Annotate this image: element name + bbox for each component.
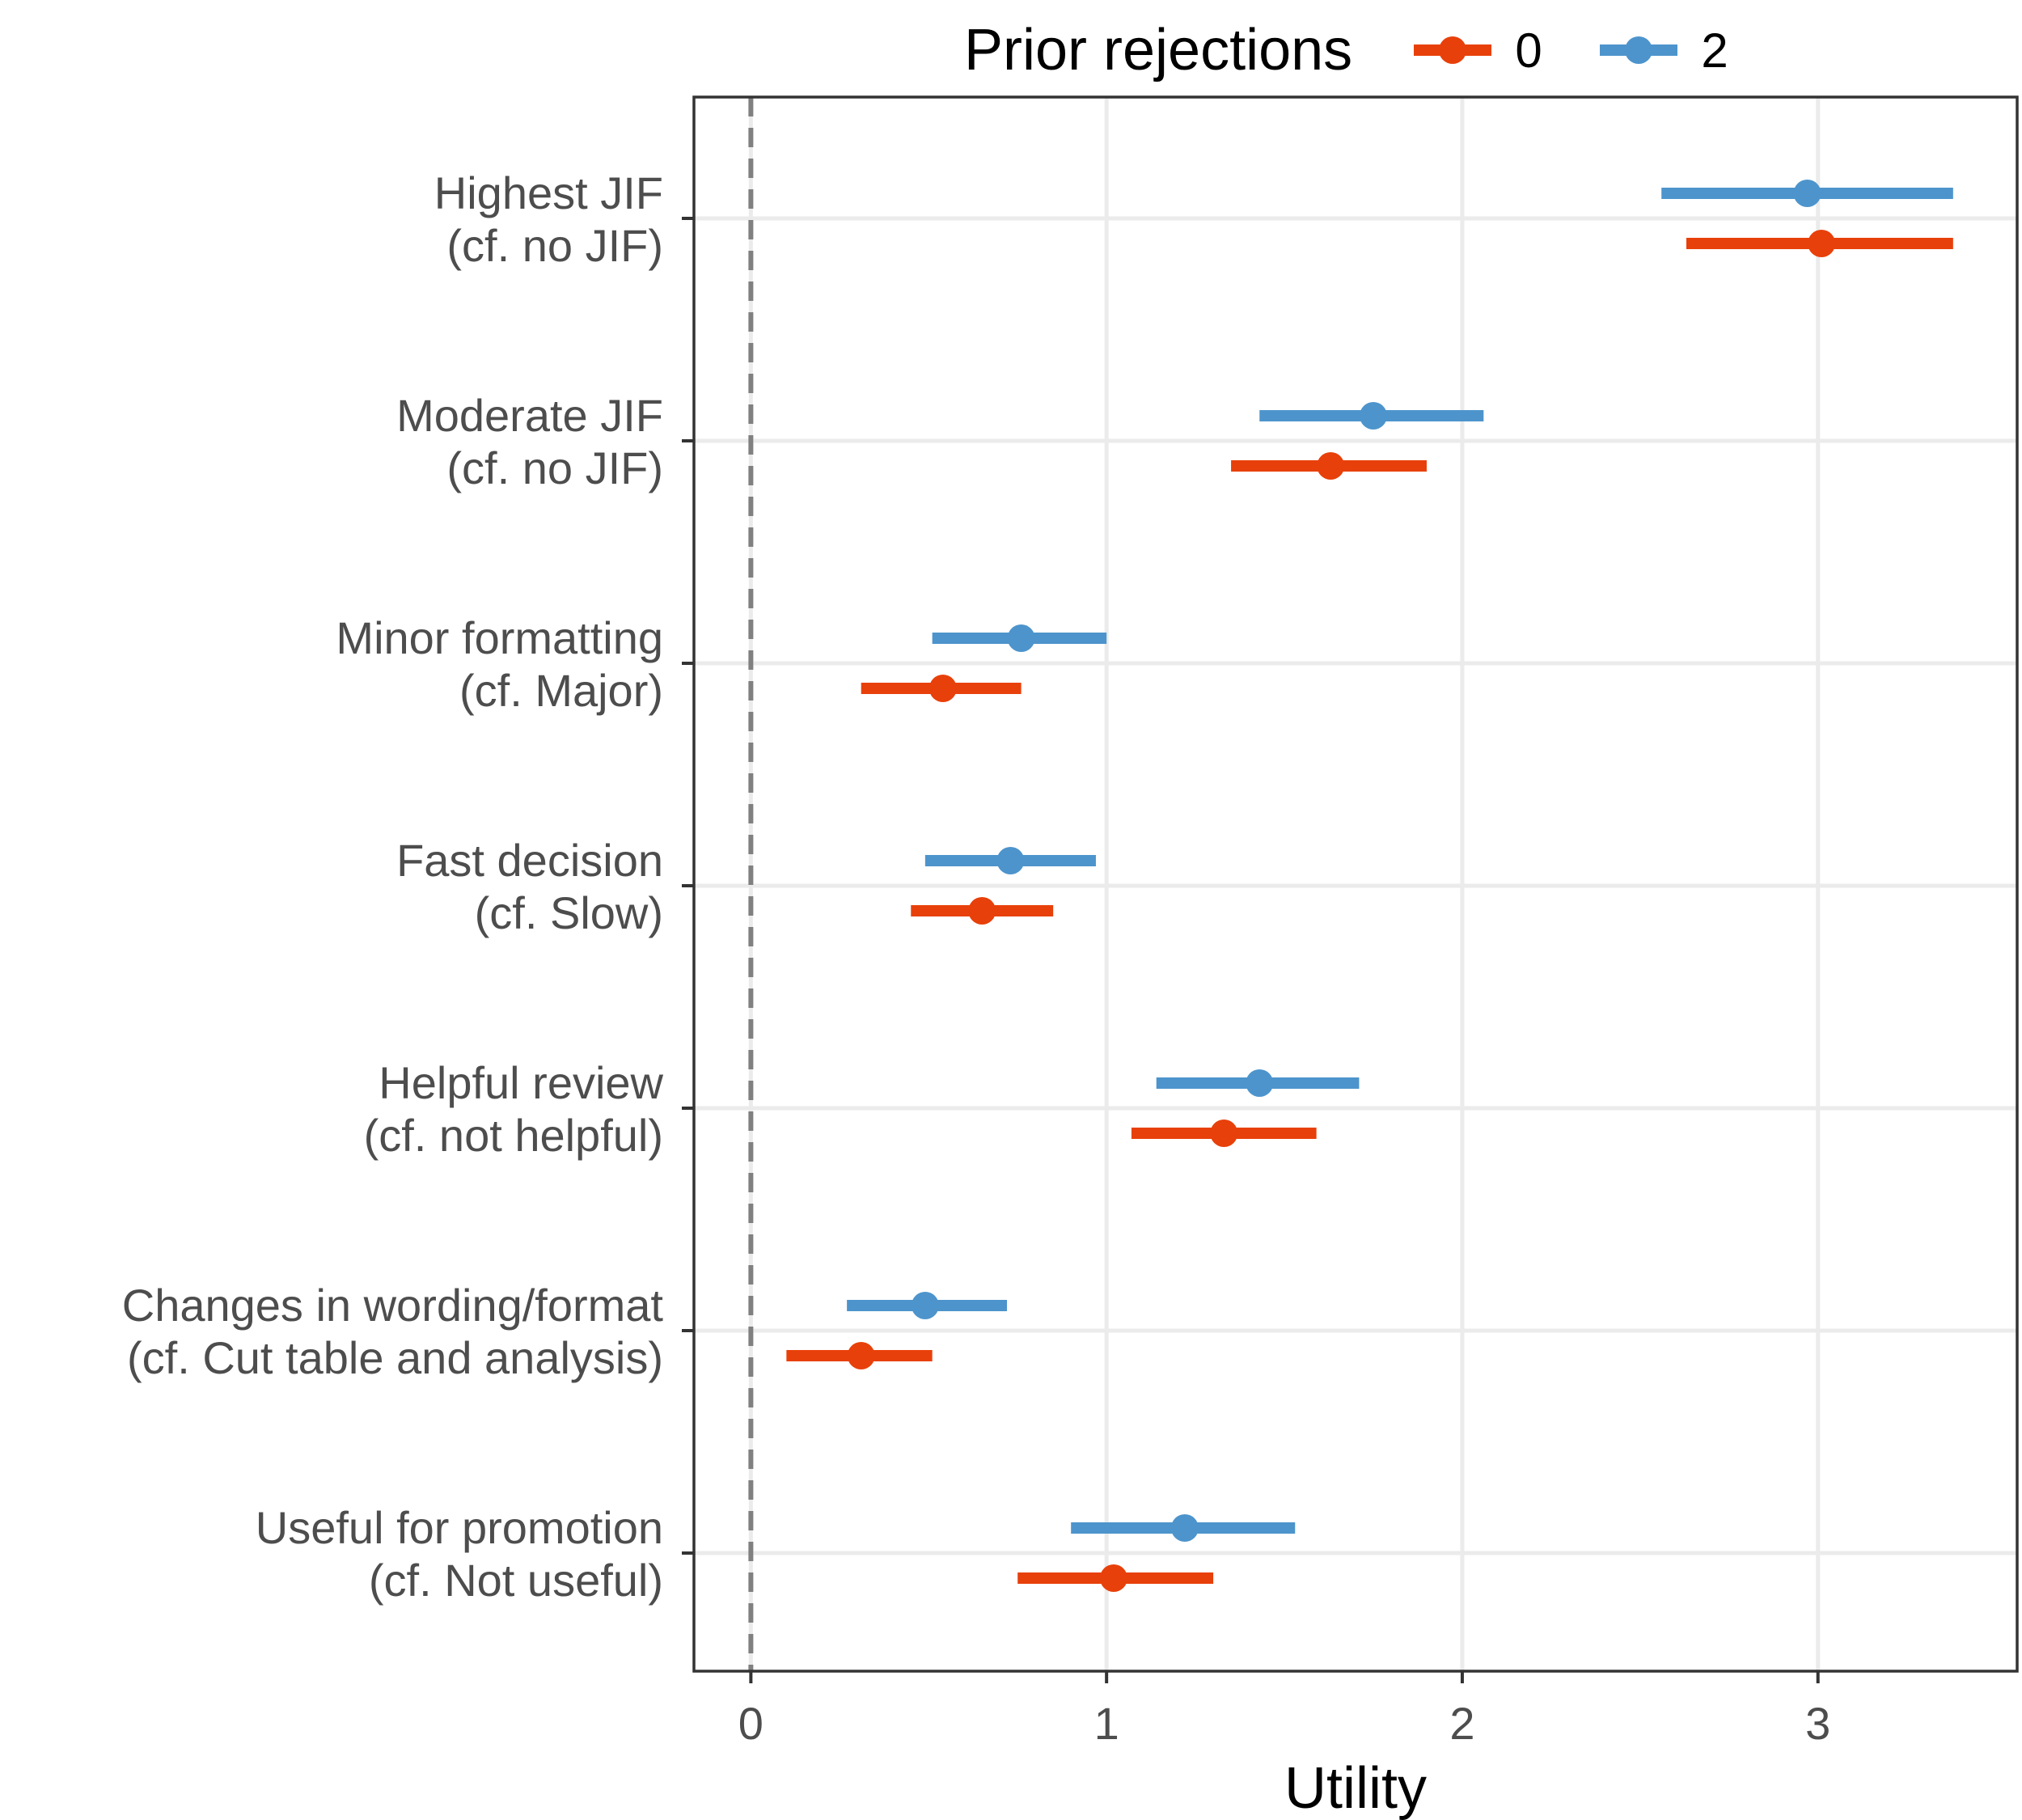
y-tick-label-line1: Minor formatting bbox=[336, 612, 663, 663]
estimate-point bbox=[1246, 1069, 1274, 1097]
y-tick-label-line2: (cf. no JIF) bbox=[446, 220, 663, 271]
y-axis-ticks: Highest JIF(cf. no JIF)Moderate JIF(cf. … bbox=[122, 167, 694, 1606]
x-axis-ticks: 0 1 2 3 bbox=[738, 1671, 1830, 1749]
x-axis-label: Utility bbox=[1284, 1756, 1427, 1820]
y-tick-label-line2: (cf. Not useful) bbox=[369, 1555, 663, 1606]
x-tick-label: 0 bbox=[738, 1698, 764, 1749]
estimate-point bbox=[1170, 1514, 1199, 1542]
series-0 bbox=[786, 230, 1953, 1592]
legend-label: 0 bbox=[1515, 23, 1542, 78]
y-tick-label-line2: (cf. Cut table and analysis) bbox=[127, 1332, 663, 1383]
estimate-point bbox=[968, 897, 996, 925]
x-tick-label: 1 bbox=[1094, 1698, 1119, 1749]
y-tick-label-line2: (cf. no JIF) bbox=[446, 442, 663, 493]
legend-label: 2 bbox=[1701, 23, 1728, 78]
estimate-point bbox=[1808, 230, 1836, 257]
y-tick-label-line1: Changes in wording/format bbox=[122, 1280, 664, 1331]
x-tick-label: 2 bbox=[1449, 1698, 1474, 1749]
estimate-point bbox=[1793, 180, 1821, 207]
estimate-point bbox=[847, 1342, 875, 1369]
estimate-point bbox=[1210, 1120, 1238, 1147]
estimate-point bbox=[1099, 1564, 1127, 1592]
estimate-point bbox=[1317, 452, 1345, 480]
y-tick-label-line1: Useful for promotion bbox=[256, 1502, 663, 1553]
series-2 bbox=[847, 180, 1953, 1542]
y-tick-label-line1: Helpful review bbox=[379, 1057, 663, 1108]
legend-key-0: 0 bbox=[1414, 23, 1542, 78]
y-tick-label-line2: (cf. Major) bbox=[459, 665, 663, 716]
y-tick-label-line2: (cf. not helpful) bbox=[364, 1110, 663, 1161]
estimate-point bbox=[911, 1292, 939, 1319]
y-tick-label-line2: (cf. Slow) bbox=[475, 887, 663, 938]
y-tick-label-line1: Moderate JIF bbox=[396, 390, 663, 441]
x-tick-label: 3 bbox=[1805, 1698, 1830, 1749]
legend-key-2: 2 bbox=[1600, 23, 1728, 78]
grid-lines bbox=[694, 97, 2017, 1671]
estimate-point bbox=[1007, 624, 1035, 652]
series-marks bbox=[786, 180, 1953, 1592]
legend-swatch-point bbox=[1625, 36, 1652, 64]
y-tick-label-line1: Highest JIF bbox=[434, 167, 663, 218]
legend-title: Prior rejections bbox=[964, 18, 1352, 83]
legend-swatch-point bbox=[1439, 36, 1466, 64]
estimate-point bbox=[929, 675, 957, 702]
estimate-point bbox=[1359, 402, 1387, 430]
y-tick-label-line1: Fast decision bbox=[396, 835, 663, 886]
estimate-point bbox=[996, 847, 1025, 874]
